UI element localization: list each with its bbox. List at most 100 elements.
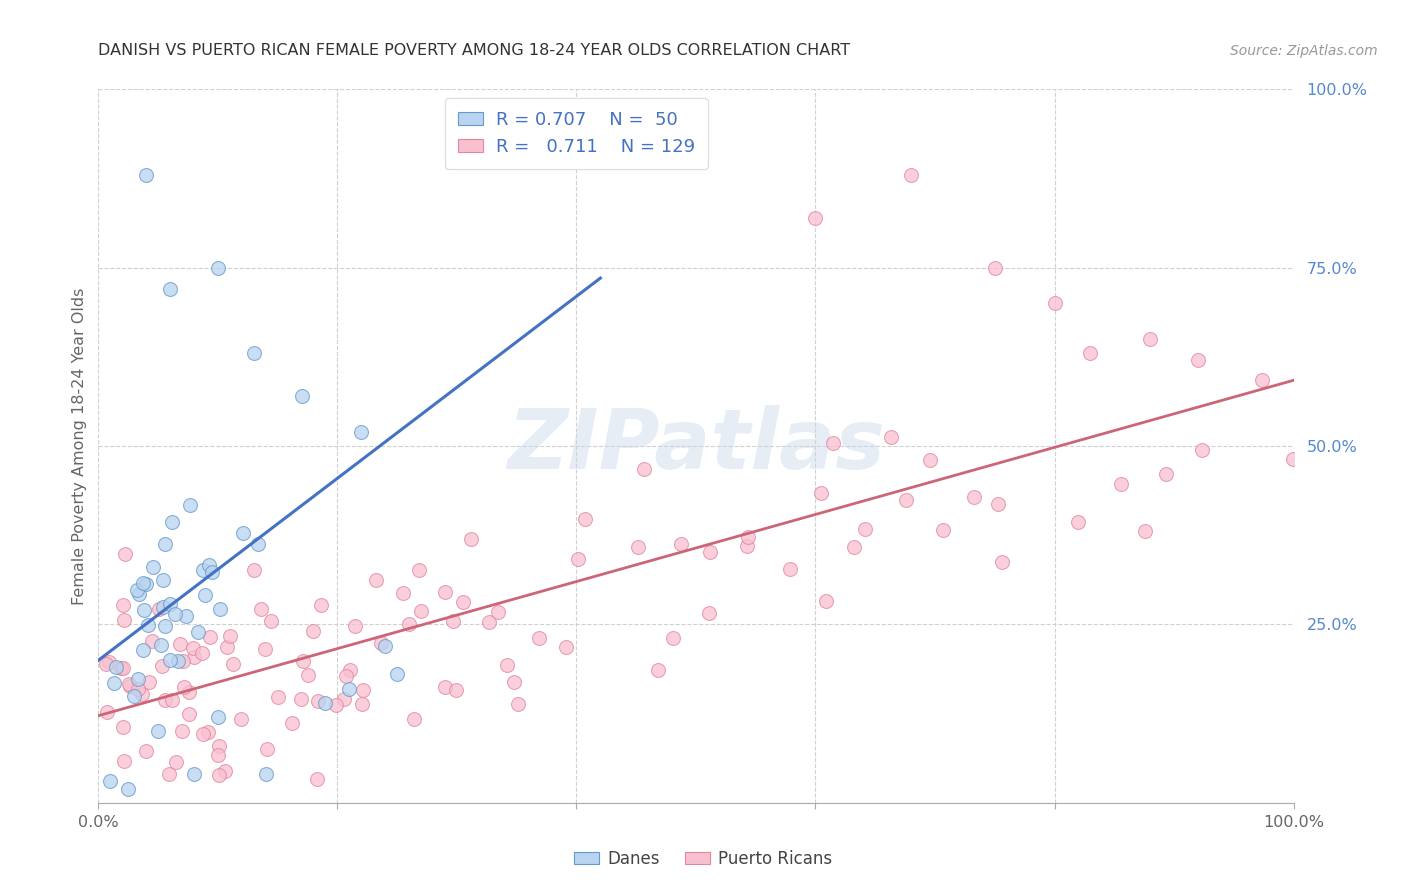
Point	[307, 693, 329, 707]
Point	[894, 493, 917, 508]
Point	[148, 724, 170, 739]
Point	[152, 600, 174, 615]
Point	[173, 680, 195, 694]
Point	[254, 767, 277, 781]
Point	[737, 530, 759, 544]
Point	[208, 768, 231, 782]
Point	[254, 642, 277, 657]
Point	[120, 679, 142, 693]
Point	[290, 692, 312, 706]
Point	[172, 724, 194, 739]
Point	[1191, 443, 1213, 458]
Point	[160, 693, 183, 707]
Point	[124, 689, 146, 703]
Point	[433, 585, 456, 599]
Point	[460, 532, 482, 546]
Point	[343, 618, 366, 632]
Point	[1250, 373, 1272, 387]
Point	[136, 617, 159, 632]
Point	[127, 682, 149, 697]
Y-axis label: Female Poverty Among 18-24 Year Olds: Female Poverty Among 18-24 Year Olds	[72, 287, 87, 605]
Point	[735, 539, 758, 553]
Point	[111, 720, 134, 734]
Point	[172, 654, 194, 668]
Point	[446, 683, 468, 698]
Point	[232, 525, 254, 540]
Point	[392, 586, 415, 600]
Point	[112, 754, 135, 768]
Point	[1043, 296, 1066, 310]
Point	[291, 389, 314, 403]
Point	[97, 655, 120, 669]
Point	[194, 589, 217, 603]
Point	[408, 563, 430, 577]
Point	[112, 661, 135, 675]
Point	[179, 498, 201, 512]
Point	[1282, 452, 1305, 467]
Point	[647, 664, 669, 678]
Point	[555, 640, 578, 654]
Point	[256, 742, 278, 756]
Point	[159, 598, 181, 612]
Point	[529, 118, 551, 132]
Point	[478, 615, 501, 629]
Point	[159, 282, 181, 296]
Point	[503, 675, 526, 690]
Text: DANISH VS PUERTO RICAN FEMALE POVERTY AMONG 18-24 YEAR OLDS CORRELATION CHART: DANISH VS PUERTO RICAN FEMALE POVERTY AM…	[98, 43, 851, 58]
Point	[402, 712, 425, 726]
Point	[880, 430, 903, 444]
Point	[1156, 467, 1178, 482]
Point	[128, 587, 150, 601]
Point	[200, 630, 222, 644]
Point	[984, 260, 1007, 275]
Point	[197, 558, 219, 572]
Point	[209, 602, 232, 616]
Point	[844, 540, 866, 554]
Point	[364, 574, 387, 588]
Point	[409, 604, 432, 618]
Point	[155, 618, 177, 632]
Point	[292, 654, 315, 668]
Legend: R = 0.707    N =  50, R =   0.711    N = 129: R = 0.707 N = 50, R = 0.711 N = 129	[446, 98, 707, 169]
Point	[339, 663, 361, 677]
Point	[118, 677, 141, 691]
Point	[127, 583, 149, 598]
Point	[963, 490, 986, 504]
Point	[434, 680, 457, 694]
Point	[243, 563, 266, 577]
Point	[823, 436, 845, 450]
Point	[135, 577, 157, 591]
Point	[117, 781, 139, 796]
Point	[169, 637, 191, 651]
Point	[152, 573, 174, 587]
Point	[574, 512, 596, 526]
Point	[229, 712, 252, 726]
Point	[567, 552, 589, 566]
Point	[127, 672, 149, 686]
Point	[339, 681, 360, 696]
Point	[506, 111, 529, 125]
Point	[1111, 477, 1133, 491]
Point	[451, 595, 474, 609]
Point	[138, 675, 160, 690]
Point	[191, 646, 214, 660]
Point	[669, 537, 692, 551]
Point	[103, 676, 125, 690]
Point	[779, 562, 801, 576]
Point	[150, 638, 173, 652]
Point	[166, 654, 188, 668]
Point	[157, 767, 180, 781]
Point	[176, 609, 198, 624]
Point	[249, 602, 271, 616]
Point	[496, 658, 519, 673]
Point	[193, 563, 215, 577]
Point	[309, 598, 332, 612]
Point	[150, 659, 173, 673]
Point	[214, 764, 236, 778]
Point	[153, 537, 176, 551]
Point	[177, 706, 200, 721]
Point	[141, 634, 163, 648]
Point	[148, 602, 170, 616]
Point	[315, 696, 337, 710]
Point	[98, 774, 122, 789]
